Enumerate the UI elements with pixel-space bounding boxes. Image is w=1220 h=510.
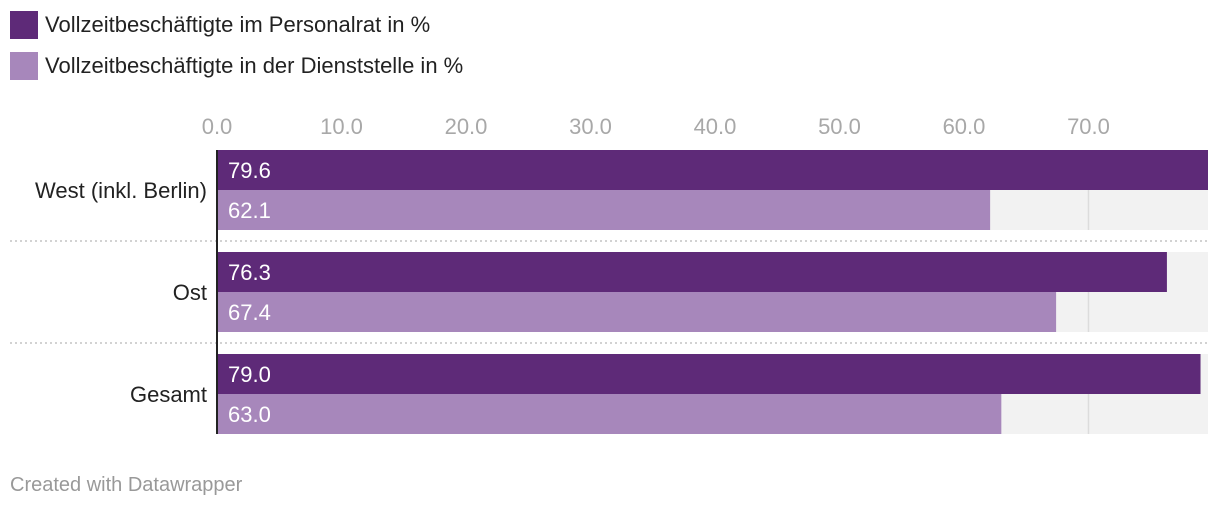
legend-label-dienststelle: Vollzeitbeschäftigte in der Dienststelle…	[45, 53, 464, 78]
legend-label-personalrat: Vollzeitbeschäftigte im Personalrat in %	[45, 12, 431, 37]
legend-item-personalrat: Vollzeitbeschäftigte im Personalrat in %	[10, 10, 463, 40]
bar-chart: 0.0 10.0 20.0 30.0 40.0 50.0 60.0 70.0 79.6 62.1 W…	[10, 114, 1208, 434]
x-tick-label: 10.0	[320, 114, 363, 139]
legend-item-dienststelle: Vollzeitbeschäftigte in der Dienststelle…	[10, 51, 463, 81]
bar-value-label: 79.0	[228, 362, 271, 387]
bar-value-label: 63.0	[228, 402, 271, 427]
footer-credit: Created with Datawrapper	[10, 474, 243, 496]
legend: Vollzeitbeschäftigte im Personalrat in %…	[10, 10, 463, 92]
bar-value-label: 62.1	[228, 198, 271, 223]
x-tick-label: 60.0	[943, 114, 986, 139]
bar	[217, 252, 1167, 292]
bar	[217, 150, 1208, 190]
x-tick-label: 0.0	[202, 114, 233, 139]
bar	[217, 394, 1002, 434]
bar-value-label: 79.6	[228, 158, 271, 183]
bar	[217, 292, 1057, 332]
bar	[217, 354, 1201, 394]
bar	[217, 190, 991, 230]
bar-value-label: 67.4	[228, 300, 271, 325]
x-tick-label: 70.0	[1067, 114, 1110, 139]
x-tick-label: 50.0	[818, 114, 861, 139]
category-label: Gesamt	[130, 382, 207, 407]
x-tick-label: 40.0	[694, 114, 737, 139]
category-label: Ost	[173, 280, 207, 305]
category-label: West (inkl. Berlin)	[35, 178, 207, 203]
legend-swatch-dienststelle	[10, 52, 38, 80]
x-tick-label: 30.0	[569, 114, 612, 139]
legend-swatch-personalrat	[10, 11, 38, 39]
bar-value-label: 76.3	[228, 260, 271, 285]
x-tick-label: 20.0	[445, 114, 488, 139]
